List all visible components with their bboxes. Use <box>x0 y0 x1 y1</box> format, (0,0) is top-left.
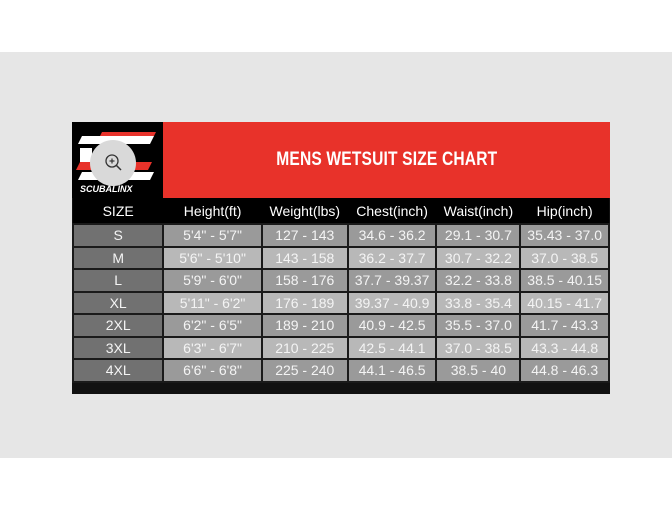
zoom-in-icon <box>105 154 122 171</box>
value-cell: 32.2 - 33.8 <box>435 268 522 293</box>
table-row: M 5'6" - 5'10" 143 - 158 36.2 - 37.7 30.7 - … <box>71 245 610 270</box>
value-cell: 6'6" - 6'8" <box>162 358 263 383</box>
value-cell: 5'4" - 5'7" <box>162 223 263 248</box>
value-cell: 35.5 - 37.0 <box>435 313 522 338</box>
value-cell: 30.7 - 32.2 <box>435 245 522 270</box>
table-row: 3XL 6'3" - 6'7" 210 - 225 42.5 - 44.1 37.0 -… <box>71 335 610 360</box>
value-cell: 35.43 - 37.0 <box>519 223 610 248</box>
value-cell: 41.7 - 43.3 <box>519 313 610 338</box>
table-row: 4XL 6'6" - 6'8" 225 - 240 44.1 - 46.5 38.5 -… <box>71 358 610 383</box>
value-cell: 43.3 - 44.8 <box>519 335 610 360</box>
size-cell: 4XL <box>71 358 165 383</box>
value-cell: 127 - 143 <box>260 223 349 248</box>
column-header: Chest(inch) <box>347 198 437 224</box>
size-cell: M <box>71 245 165 270</box>
value-cell: 39.37 - 40.9 <box>346 290 438 315</box>
value-cell: 37.0 - 38.5 <box>435 335 522 360</box>
value-cell: 5'9" - 6'0" <box>162 268 263 293</box>
value-cell: 29.1 - 30.7 <box>435 223 522 248</box>
table-row: XL 5'11" - 6'2" 176 - 189 39.37 - 40.9 33.8 … <box>71 290 610 315</box>
value-cell: 40.15 - 41.7 <box>519 290 610 315</box>
value-cell: 5'6" - 5'10" <box>162 245 263 270</box>
value-cell: 38.5 - 40 <box>435 358 522 383</box>
size-cell: 3XL <box>71 335 165 360</box>
value-cell: 6'2" - 6'5" <box>162 313 263 338</box>
value-cell: 36.2 - 37.7 <box>346 245 438 270</box>
value-cell: 176 - 189 <box>260 290 349 315</box>
value-cell: 5'11" - 6'2" <box>162 290 263 315</box>
value-cell: 38.5 - 40.15 <box>519 268 610 293</box>
value-cell: 210 - 225 <box>260 335 349 360</box>
zoom-button[interactable] <box>90 140 136 186</box>
value-cell: 158 - 176 <box>260 268 349 293</box>
value-cell: 34.6 - 36.2 <box>346 223 438 248</box>
table-row: S 5'4" - 5'7" 127 - 143 34.6 - 36.2 29.1 - 3… <box>71 223 610 248</box>
column-header: Weight(lbs) <box>261 198 348 224</box>
title-banner: MENS WETSUIT SIZE CHART <box>163 122 610 198</box>
value-cell: 189 - 210 <box>260 313 349 338</box>
value-cell: 44.8 - 46.3 <box>519 358 610 383</box>
value-cell: 40.9 - 42.5 <box>346 313 438 338</box>
value-cell: 6'3" - 6'7" <box>162 335 263 360</box>
chart-title: MENS WETSUIT SIZE CHART <box>275 149 498 170</box>
value-cell: 33.8 - 35.4 <box>435 290 522 315</box>
size-cell: S <box>71 223 165 248</box>
size-cell: L <box>71 268 165 293</box>
size-table: SIZE Height(ft) Weight(lbs) Chest(inch) Wais… <box>71 198 610 383</box>
size-chart-image: SCUBALINX MENS WETSUIT SIZE CHART SIZE He… <box>71 122 610 394</box>
table-row: L 5'9" - 6'0" 158 - 176 37.7 - 39.37 32.2 - … <box>71 268 610 293</box>
size-cell: XL <box>71 290 165 315</box>
value-cell: 37.7 - 39.37 <box>346 268 438 293</box>
size-cell: 2XL <box>71 313 165 338</box>
table-row: 2XL 6'2" - 6'5" 189 - 210 40.9 - 42.5 35.5 -… <box>71 313 610 338</box>
value-cell: 143 - 158 <box>260 245 349 270</box>
column-header: Height(ft) <box>163 198 262 224</box>
column-header: Hip(inch) <box>520 198 609 224</box>
value-cell: 44.1 - 46.5 <box>346 358 438 383</box>
value-cell: 42.5 - 44.1 <box>346 335 438 360</box>
value-cell: 225 - 240 <box>260 358 349 383</box>
value-cell: 37.0 - 38.5 <box>519 245 610 270</box>
column-header: SIZE <box>73 198 164 224</box>
svg-text:SCUBALINX: SCUBALINX <box>80 184 133 194</box>
column-header: Waist(inch) <box>436 198 521 224</box>
